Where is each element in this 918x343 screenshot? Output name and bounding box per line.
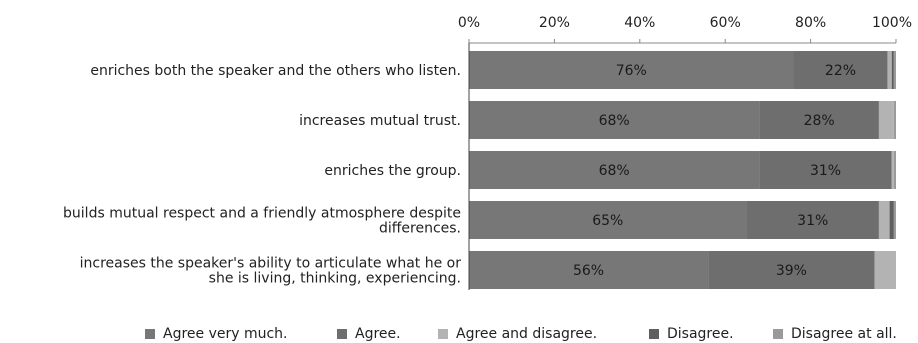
bar-segment [793, 51, 888, 89]
bar-segment [891, 151, 894, 189]
bar-segment [891, 51, 894, 89]
category-label: builds mutual respect and a friendly atm… [63, 206, 461, 222]
x-tick-label: 40% [624, 15, 655, 31]
bar-segment [746, 201, 879, 239]
bar-segment [874, 251, 896, 289]
bar-segment [893, 101, 896, 139]
x-tick-label: 80% [795, 15, 826, 31]
bar-segment [469, 101, 760, 139]
category-label: enriches the group. [324, 163, 461, 179]
legend-label: Disagree. [667, 326, 734, 342]
bar-segment [759, 101, 879, 139]
data-label: 31% [797, 213, 828, 229]
data-label: 39% [776, 263, 807, 279]
bar-segment [893, 201, 896, 239]
category-labels: enriches both the speaker and the others… [63, 63, 461, 287]
data-label: 56% [573, 263, 604, 279]
data-label: 65% [592, 213, 623, 229]
plot-area: 76% 22% 68% 28% 68% 31% 65% 31% 56% 39% [469, 51, 896, 289]
bar-segment [469, 151, 760, 189]
bar-segment [878, 101, 894, 139]
legend-swatch [773, 329, 783, 339]
data-label: 68% [599, 163, 630, 179]
legend-label: Agree very much. [163, 326, 288, 342]
bar-segment [893, 151, 896, 189]
legend-swatch [649, 329, 659, 339]
bar-segment [469, 51, 794, 89]
legend-swatch [337, 329, 347, 339]
legend-swatch [438, 329, 448, 339]
category-label: she is living, thinking, experiencing. [209, 271, 461, 287]
x-axis: 0% 20% 40% 60% 80% 100% [458, 15, 912, 290]
bar-segment [469, 251, 709, 289]
bar-segment [708, 251, 875, 289]
bar-segment [878, 201, 890, 239]
x-tick-label: 0% [458, 15, 480, 31]
category-label: enriches both the speaker and the others… [90, 63, 461, 79]
x-tick-label: 20% [539, 15, 570, 31]
legend-label: Agree and disagree. [456, 326, 597, 342]
bar-segment [887, 51, 892, 89]
legend: Agree very much. Agree. Agree and disagree… [145, 326, 897, 342]
legend-label: Agree. [355, 326, 401, 342]
bar-segment [759, 151, 892, 189]
data-label: 28% [804, 113, 835, 129]
legend-label: Disagree at all. [791, 326, 897, 342]
category-label: differences. [379, 221, 461, 237]
data-label: 31% [810, 163, 841, 179]
category-label: increases the speaker's ability to artic… [80, 256, 462, 272]
category-label: increases mutual trust. [299, 113, 461, 129]
data-label: 68% [599, 113, 630, 129]
data-label: 76% [616, 63, 647, 79]
data-label: 22% [825, 63, 856, 79]
bar-segment [893, 51, 896, 89]
bar-segment [469, 201, 747, 239]
x-tick-label: 60% [710, 15, 741, 31]
bar-segment [889, 201, 894, 239]
legend-swatch [145, 329, 155, 339]
x-tick-label: 100% [872, 15, 912, 31]
